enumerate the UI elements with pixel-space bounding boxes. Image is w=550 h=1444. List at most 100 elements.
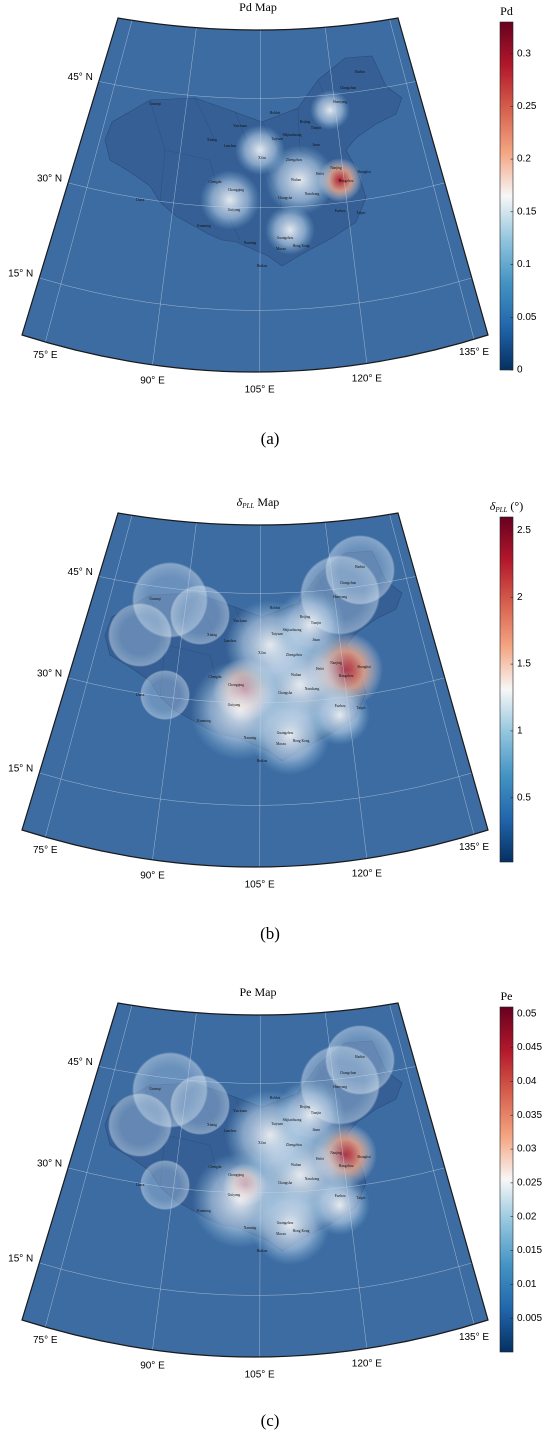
longitude-label: 120° E: [352, 1359, 382, 1370]
province-border: [194, 97, 216, 141]
city-label: Nanning: [244, 736, 257, 740]
subscript: PLL: [494, 506, 507, 514]
city-label: Guiyang: [228, 208, 241, 212]
city-label: Hong Kong: [293, 244, 310, 248]
meridian: [324, 27, 368, 364]
colorbar-tick-label: 0.035: [517, 1110, 542, 1121]
map-content: [39, 19, 475, 372]
city-label: Shenyang: [333, 595, 347, 599]
colorbar-tick-label: 0.2: [517, 154, 531, 165]
city-label: Shanghai: [357, 665, 370, 669]
city-label: Chongqing: [228, 188, 244, 192]
city-label: Guangzhou: [277, 236, 294, 240]
city-label: Changsha: [278, 691, 293, 695]
colorbar-tick-label: 0.045: [517, 1042, 542, 1053]
colorbar-tick-label: 0.03: [517, 1144, 537, 1155]
city-label: Guiyang: [228, 1193, 241, 1197]
city-label: Beijing: [300, 120, 311, 124]
longitude-label: 75° E: [33, 1335, 58, 1346]
colorbar-label: δPLL (°): [490, 499, 523, 514]
city-label: Zhengzhou: [286, 158, 302, 162]
longitude-label: 75° E: [33, 350, 58, 361]
city-label: Chengdu: [209, 675, 222, 679]
symbol: δ: [237, 495, 243, 509]
colorbar-scale: [499, 1006, 514, 1353]
city-label: Hohhot: [270, 1096, 281, 1100]
heat-area: [310, 90, 350, 130]
latitude-label: 30° N: [37, 668, 62, 679]
city-label: Changchun: [340, 86, 357, 90]
subscript: PLL: [241, 502, 254, 510]
meridian: [324, 522, 368, 859]
city-label: Xi'an: [258, 156, 266, 160]
city-label: Taiyuan: [271, 1122, 283, 1126]
symbol: δ: [490, 499, 496, 513]
city-label: Hohhot: [270, 606, 281, 610]
parallel: [39, 277, 472, 311]
city-label: Nanchang: [305, 192, 320, 196]
city-label: Wuhan: [291, 178, 301, 182]
city-label: Tianjin: [311, 621, 321, 625]
colorbar-scale: [499, 21, 514, 371]
city-label: Yinchuan: [233, 619, 247, 623]
city-label: Urumqi: [149, 597, 160, 601]
city-label: Yinchuan: [233, 124, 247, 128]
city-label: Taipei: [357, 211, 366, 215]
heat-area: [140, 670, 190, 720]
latitude-label: 30° N: [37, 1158, 62, 1169]
longitude-label: 105° E: [245, 880, 275, 891]
parallel: [98, 81, 417, 99]
meridian: [389, 1004, 475, 1325]
meridian: [45, 1005, 133, 1328]
map-title: Pe Map: [240, 985, 277, 999]
map-frame: [21, 1002, 489, 1358]
map-frame: [21, 17, 489, 373]
parallel: [98, 1066, 417, 1084]
meridian: [152, 27, 197, 365]
city-label: Nanning: [244, 1226, 257, 1230]
city-label: Hangzhou: [339, 179, 354, 183]
heat-area: [275, 590, 345, 660]
city-label: Hohhot: [270, 111, 281, 115]
map-content: [39, 1004, 475, 1357]
latitude-label: 15° N: [8, 269, 33, 280]
city-label: Wuhan: [291, 673, 301, 677]
city-label: Harbin: [355, 1055, 365, 1059]
heat-area: [108, 1093, 172, 1157]
latitude-label: 45° N: [68, 1057, 93, 1068]
city-label: Hong Kong: [293, 739, 310, 743]
city-label: Macau: [276, 1232, 286, 1236]
caption: (a): [261, 429, 280, 448]
city-label: Wuhan: [291, 1163, 301, 1167]
colorbar-tick-label: 0.1: [517, 259, 531, 270]
city-label: Kunming: [197, 224, 211, 228]
city-label: Lanzhou: [224, 1129, 237, 1133]
city-label: Zhengzhou: [286, 653, 302, 657]
parallel: [68, 677, 445, 704]
city-label: Zhengzhou: [286, 1143, 302, 1147]
city-label: Macau: [276, 742, 286, 746]
city-label: Nanning: [244, 241, 257, 245]
colorbar-scale: [499, 516, 514, 863]
city-label: Beijing: [300, 615, 311, 619]
city-label: Lanzhou: [224, 639, 237, 643]
heat-area: [265, 205, 315, 255]
colorbar-tick-label: 0: [517, 365, 523, 376]
city-label: Harbin: [355, 70, 365, 74]
city-label: Taipei: [357, 706, 366, 710]
heat-area: [170, 1075, 230, 1135]
rest: (°): [507, 499, 523, 513]
colorbar-tick-label: 0.015: [517, 1245, 542, 1256]
city-label: Shijiazhuang: [283, 133, 302, 137]
city-label: Xining: [207, 138, 217, 142]
meridian: [152, 1012, 197, 1350]
city-label: Yinchuan: [233, 1109, 247, 1113]
heat-area: [235, 125, 285, 175]
city-label: Guiyang: [228, 703, 241, 707]
heat-area: [200, 170, 260, 230]
city-label: Macau: [276, 247, 286, 251]
colorbar-tick-label: 1.5: [517, 659, 531, 670]
colorbar: 0 0.05 0.1 0.15 0.2 0.25 0.3 Pd: [499, 4, 537, 376]
colorbar-tick-label: 0.05: [517, 1008, 537, 1019]
